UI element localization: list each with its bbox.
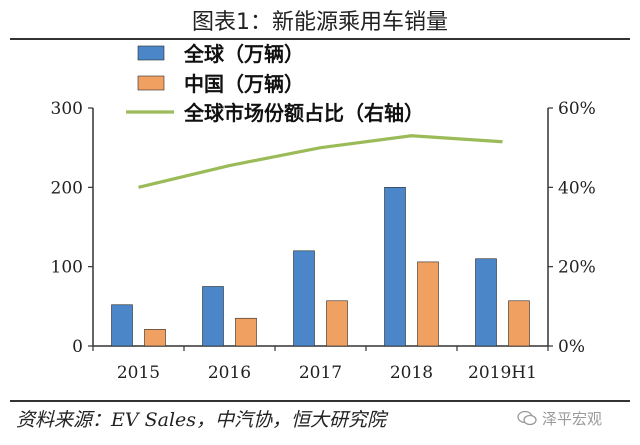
bar-china <box>144 329 166 347</box>
line-share <box>138 134 503 189</box>
right-tick-label: 40% <box>558 178 596 198</box>
wechat-icon <box>517 410 537 426</box>
legend-label: 全球市场份额占比（右轴） <box>183 101 424 125</box>
right-tick-label: 60% <box>558 99 596 119</box>
bar-global <box>475 258 497 347</box>
bar-global <box>111 304 133 347</box>
legend-swatch <box>137 45 165 61</box>
left-tick-label: 200 <box>51 178 83 198</box>
footer-divider <box>10 400 630 402</box>
legend-swatch <box>137 75 165 91</box>
left-tick-label: 0 <box>72 337 83 357</box>
bar-global <box>293 250 315 347</box>
left-tick-label: 100 <box>51 258 83 278</box>
legend-label: 中国（万辆） <box>184 72 304 96</box>
x-tick-label: 2016 <box>208 363 251 383</box>
legend-label: 全球（万辆） <box>183 42 304 66</box>
left-tick-label: 300 <box>51 99 83 119</box>
watermark: 泽平宏观 <box>542 410 603 428</box>
bar-china <box>508 300 530 347</box>
right-tick-label: 0% <box>558 337 585 357</box>
x-tick-label: 2019H1 <box>468 363 537 383</box>
source-note: 资料来源：EV Sales，中汽协，恒大研究院 <box>16 409 387 431</box>
chart-plot: 0 100 200 300 0% 20% 40% 60% 2015 2016 2017 2018 201… <box>51 42 596 383</box>
bar-china <box>235 317 257 347</box>
bar-china <box>417 261 439 347</box>
x-tick-label: 2017 <box>299 363 342 383</box>
bar-global <box>384 187 406 347</box>
bar-global <box>202 286 224 347</box>
chart-title: 图表1：新能源乘用车销量 <box>192 10 448 35</box>
x-tick-label: 2018 <box>390 363 433 383</box>
title-divider <box>10 38 630 40</box>
x-tick-label: 2015 <box>117 363 160 383</box>
right-tick-label: 20% <box>558 258 596 278</box>
bar-china <box>326 300 348 347</box>
